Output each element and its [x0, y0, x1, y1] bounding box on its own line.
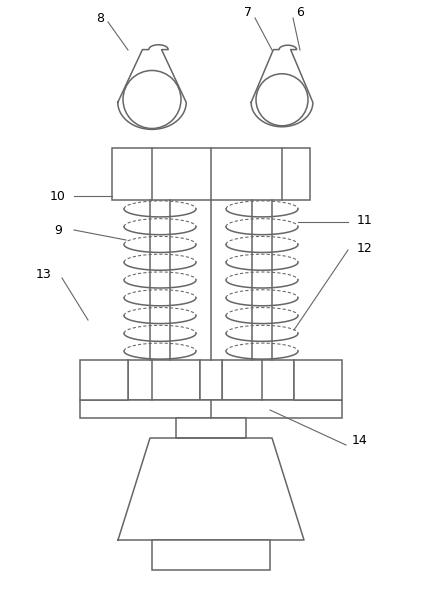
Bar [80, 400, 342, 418]
Text: 6: 6 [296, 5, 304, 19]
Text: 13: 13 [36, 269, 52, 282]
Bar [152, 540, 270, 570]
Bar [128, 360, 200, 400]
Text: 9: 9 [54, 224, 62, 236]
Bar [176, 418, 246, 438]
Bar [80, 360, 128, 400]
Text: 10: 10 [50, 190, 66, 203]
Bar [200, 360, 222, 400]
Bar [294, 360, 342, 400]
Text: 12: 12 [357, 242, 373, 255]
Bar [222, 360, 294, 400]
Text: 8: 8 [96, 11, 104, 25]
Text: 11: 11 [357, 213, 373, 227]
Text: 7: 7 [244, 5, 252, 19]
Text: 14: 14 [352, 434, 368, 447]
Bar [112, 148, 310, 200]
